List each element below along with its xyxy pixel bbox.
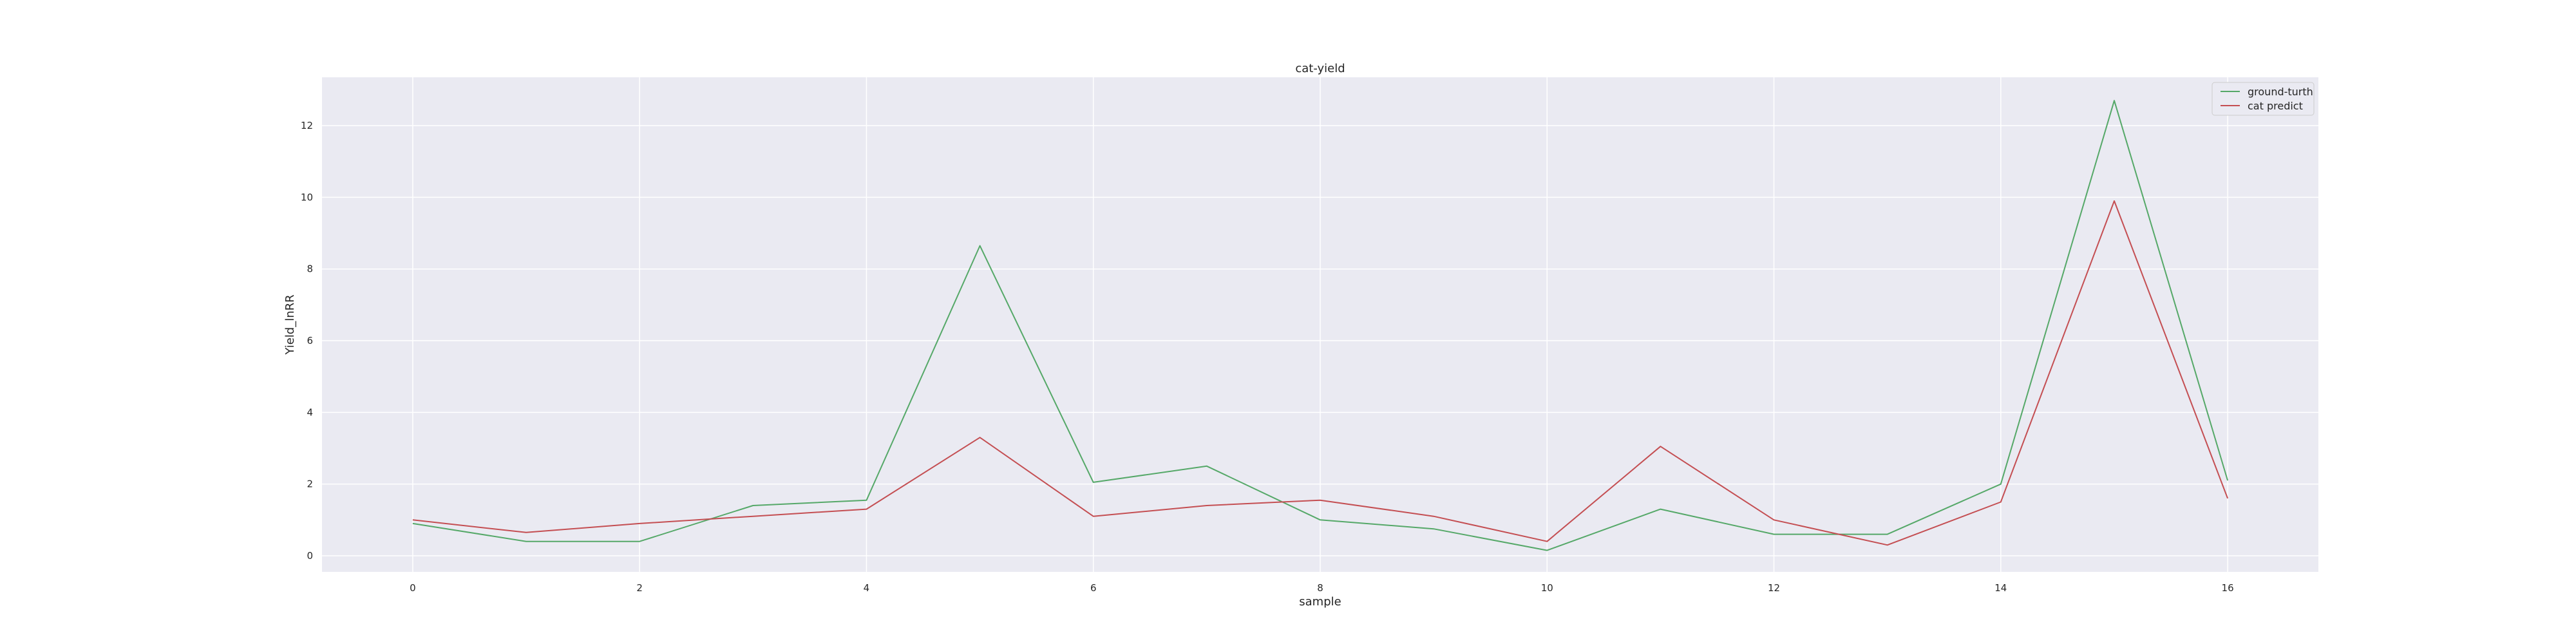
legend-box: [2211, 82, 2315, 116]
series-lines: [412, 100, 2229, 551]
chart-title: cat-yield: [1295, 62, 1345, 75]
series-line-cat-predict: [412, 200, 2229, 546]
x-tick-label: 2: [636, 582, 643, 594]
x-tick-label: 12: [1768, 582, 1780, 594]
y-tick-label: 2: [307, 478, 313, 490]
x-tick-label: 4: [864, 582, 870, 594]
x-tick-label: 6: [1090, 582, 1097, 594]
y-tick-label: 6: [307, 335, 313, 346]
y-tick-label: 4: [307, 406, 313, 418]
x-tick-label: 0: [410, 582, 416, 594]
x-tick-label: 16: [2222, 582, 2234, 594]
legend-label-cat-predict: cat predict: [2248, 100, 2303, 112]
x-tick-label: 10: [1541, 582, 1553, 594]
tick-labels: 0 2 4 6 8 10 12 14 16 0 2 4 6 8 10 12: [301, 120, 2234, 594]
legend-label-ground-turth: ground-turth: [2248, 86, 2313, 98]
x-tick-label: 8: [1317, 582, 1323, 594]
series-line-ground-turth: [412, 100, 2229, 551]
y-tick-label: 10: [301, 191, 313, 203]
y-tick-label: 8: [307, 263, 313, 275]
y-tick-label: 12: [301, 120, 313, 131]
x-tick-label: 14: [1994, 582, 2007, 594]
x-axis-label: sample: [1299, 595, 1341, 609]
legend: ground-turth cat predict: [2211, 82, 2315, 116]
y-axis-label: Yield_lnRR: [283, 294, 297, 355]
grid-lines: [322, 77, 2318, 572]
y-tick-label: 0: [307, 550, 313, 562]
